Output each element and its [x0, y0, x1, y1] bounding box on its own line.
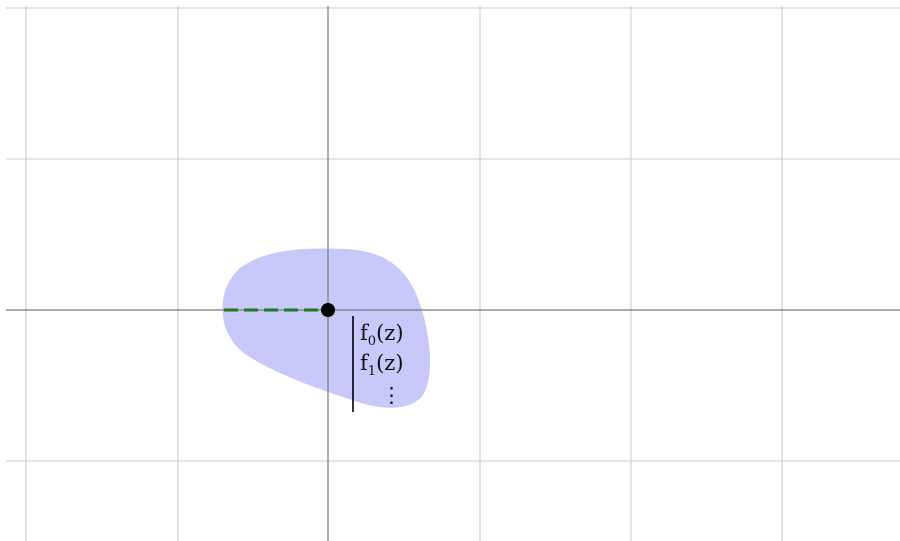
grid [6, 6, 900, 541]
function-0-name: f [360, 321, 370, 345]
function-0-index: 0 [368, 334, 376, 349]
branch-point [321, 303, 335, 317]
function-label-1: f1(z) [360, 351, 404, 379]
function-1-index: 1 [368, 364, 376, 379]
analytic-region [222, 248, 431, 408]
continuation-ellipsis: ⋮ [381, 383, 402, 407]
function-0-argument: (z) [376, 321, 403, 345]
function-label-0: f0(z) [360, 321, 404, 349]
function-1-argument: (z) [376, 351, 403, 375]
function-1-name: f [360, 351, 370, 375]
axes [6, 6, 900, 541]
